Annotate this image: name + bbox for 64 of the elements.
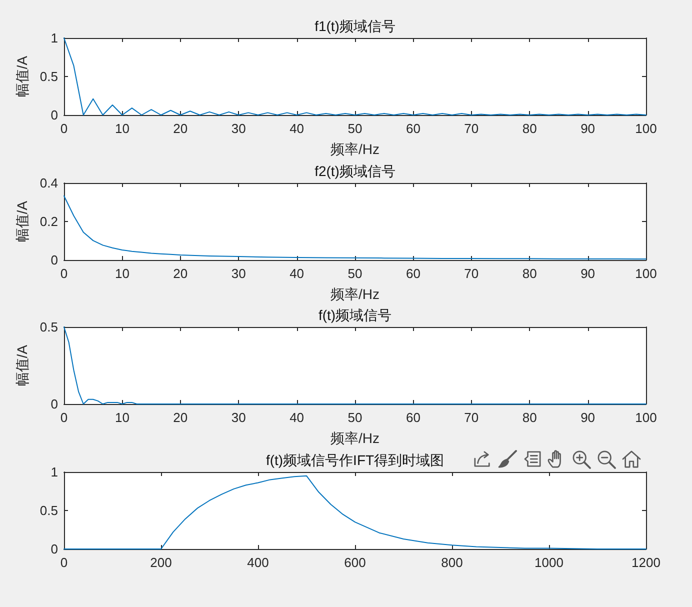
x-axis-title: 频率/Hz xyxy=(330,430,380,446)
x-tick-label: 100 xyxy=(635,121,657,136)
x-tick-label: 0 xyxy=(60,121,68,136)
y-axis-title: 幅值/A xyxy=(14,344,30,387)
line-series xyxy=(64,475,646,550)
y-tick-label: 0 xyxy=(50,542,58,557)
x-axis-title: 频率/Hz xyxy=(330,286,380,302)
x-tick-label: 400 xyxy=(247,555,269,570)
x-tick-label: 0 xyxy=(60,555,68,570)
x-tick-label: 80 xyxy=(522,121,537,136)
x-tick-label: 0 xyxy=(60,266,68,281)
line-series xyxy=(64,326,646,405)
x-tick-label: 40 xyxy=(290,266,304,281)
x-tick-label: 90 xyxy=(580,266,596,281)
x-tick-label: 70 xyxy=(464,121,479,136)
x-tick-label: 200 xyxy=(150,555,172,570)
x-tick-label: 10 xyxy=(114,266,130,281)
x-tick-label: 1200 xyxy=(632,555,660,570)
chart-title: f1(t)频域信号 xyxy=(314,18,396,34)
x-tick-label: 20 xyxy=(173,410,188,426)
x-tick-label: 1000 xyxy=(534,555,564,570)
y-axis-title: 幅值/A xyxy=(14,55,30,98)
x-tick-label: 80 xyxy=(522,266,537,281)
x-axis-title: 频率/Hz xyxy=(330,141,380,157)
x-tick-label: 90 xyxy=(580,410,596,426)
line-series xyxy=(64,38,646,116)
x-tick-label: 30 xyxy=(231,121,246,136)
y-tick-label: 0.2 xyxy=(40,214,58,229)
chart-title: f(t)频域信号 xyxy=(318,307,392,324)
x-tick-label: 10 xyxy=(114,410,130,426)
x-tick-label: 800 xyxy=(441,555,463,570)
y-tick-label: 0.4 xyxy=(40,175,58,190)
x-tick-label: 100 xyxy=(635,266,657,281)
x-tick-label: 70 xyxy=(464,410,479,426)
x-tick-label: 10 xyxy=(114,121,130,136)
x-tick-label: 60 xyxy=(406,121,420,136)
y-tick-label: 1 xyxy=(50,30,58,46)
y-tick-label: 1 xyxy=(50,464,58,480)
x-tick-label: 100 xyxy=(635,410,657,426)
x-tick-label: 70 xyxy=(464,266,479,281)
x-tick-label: 80 xyxy=(522,410,537,426)
x-tick-label: 20 xyxy=(173,266,188,281)
x-tick-label: 60 xyxy=(406,266,420,281)
y-tick-label: 0 xyxy=(50,396,58,412)
x-tick-label: 50 xyxy=(348,410,362,426)
chart-title: f2(t)频域信号 xyxy=(314,162,396,179)
y-tick-label: 0 xyxy=(50,108,58,122)
y-axis-title: 幅值/A xyxy=(14,200,30,242)
x-tick-label: 30 xyxy=(231,410,246,426)
x-tick-label: 90 xyxy=(580,121,596,136)
y-tick-label: 0.5 xyxy=(40,320,58,335)
x-tick-label: 600 xyxy=(344,555,366,570)
y-tick-label: 0.5 xyxy=(40,503,58,518)
x-tick-label: 60 xyxy=(406,410,420,426)
x-tick-label: 40 xyxy=(290,410,304,426)
x-tick-label: 30 xyxy=(231,266,246,281)
x-tick-label: 50 xyxy=(348,266,362,281)
chart-title: f(t)频域信号作IFT得到时域图 xyxy=(266,452,444,468)
x-tick-label: 20 xyxy=(173,121,188,136)
y-tick-label: 0.5 xyxy=(40,69,58,84)
y-tick-label: 0 xyxy=(50,252,58,268)
x-tick-label: 40 xyxy=(290,121,304,136)
x-tick-label: 50 xyxy=(348,121,362,136)
x-tick-label: 0 xyxy=(60,410,68,426)
